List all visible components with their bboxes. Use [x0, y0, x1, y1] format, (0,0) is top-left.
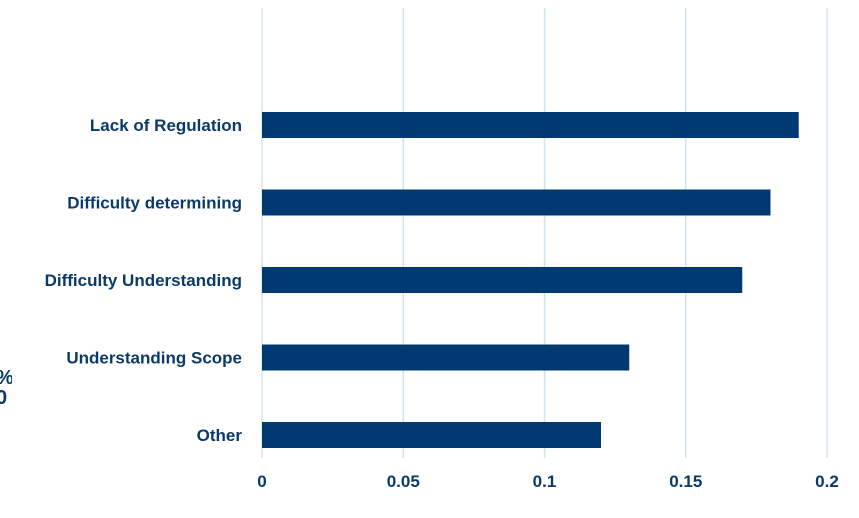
bar: [262, 112, 799, 138]
bar: [262, 267, 743, 293]
bar: [262, 344, 630, 371]
bar: [262, 189, 771, 216]
x-tick-label: 0.15: [669, 472, 702, 491]
x-tick-label: 0.1: [533, 472, 557, 491]
gridlines: [261, 8, 828, 458]
category-label: Understanding Scope: [66, 349, 242, 368]
cropped-edge-char: 0: [0, 387, 8, 409]
bars: [262, 112, 799, 448]
x-tick-label: 0.2: [815, 472, 839, 491]
category-label: Difficulty determining: [67, 194, 242, 213]
x-tick-labels: 0 0.05 0.1 0.15 0.2: [257, 472, 839, 491]
category-label: Other: [197, 426, 243, 445]
category-label: Difficulty Understanding: [45, 271, 242, 290]
cropped-edge-text: % 0: [0, 368, 12, 410]
category-label: Lack of Regulation: [90, 116, 242, 135]
bar: [262, 422, 601, 448]
cropped-edge-char: %: [0, 368, 12, 388]
x-tick-label: 0.05: [387, 472, 420, 491]
x-tick-label: 0: [257, 472, 266, 491]
category-labels: Lack of Regulation Difficulty determining…: [45, 116, 243, 445]
